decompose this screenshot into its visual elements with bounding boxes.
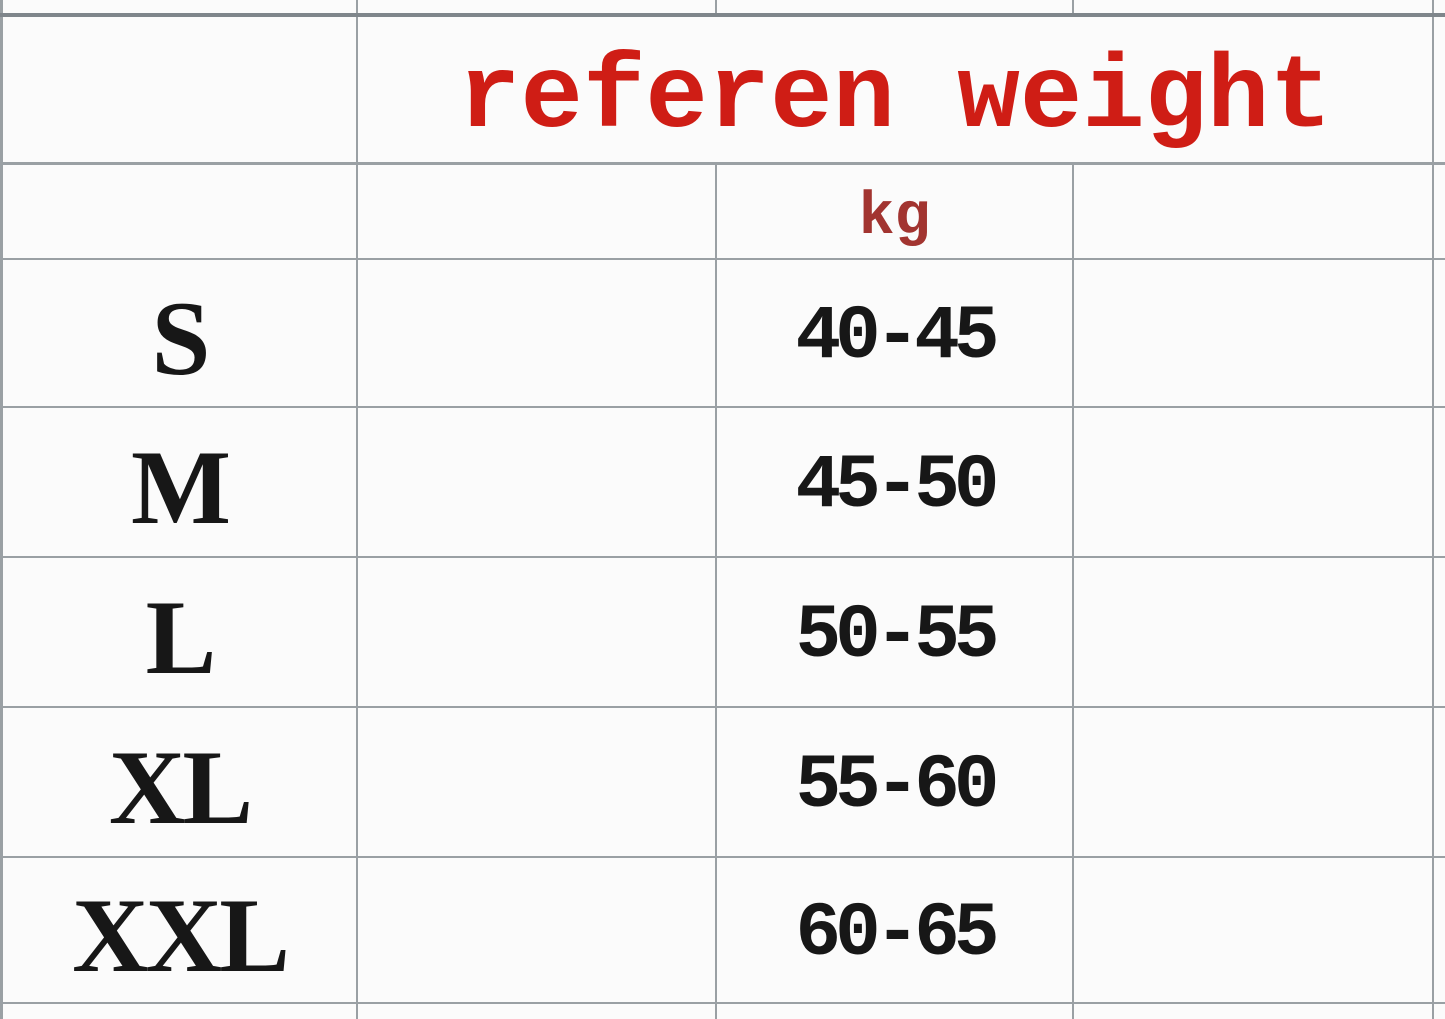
grid-line-horizontal-row-l	[0, 706, 1445, 708]
grid-line-horizontal-row-xl	[0, 856, 1445, 858]
grid-line-vertical-col1	[356, 0, 358, 1019]
grid-line-horizontal-row-m	[0, 556, 1445, 558]
grid-line-horizontal-row-s	[0, 406, 1445, 408]
grid-line-vertical-right	[1432, 0, 1434, 1019]
size-label-l: L	[145, 579, 217, 696]
grid-line-vertical-left-edge	[0, 0, 3, 1019]
unit-label: kg	[858, 184, 931, 252]
grid-line-vertical-col2-top	[715, 0, 717, 17]
grid-line-vertical-col3-top	[1072, 0, 1074, 17]
size-label-s: S	[151, 280, 211, 397]
weight-value-l: 50-55	[795, 593, 999, 679]
grid-line-horizontal-below-unit	[0, 258, 1445, 260]
size-label-xl: XL	[108, 729, 253, 846]
grid-line-horizontal-bottom	[0, 1002, 1445, 1004]
size-label-xxl: XXL	[72, 877, 290, 994]
grid-line-vertical-col2	[715, 162, 717, 1019]
weight-value-xxl: 60-65	[795, 891, 999, 977]
grid-line-horizontal-top	[0, 13, 1445, 17]
table-title: referen weight	[458, 39, 1332, 158]
size-label-m: M	[130, 429, 231, 546]
grid-line-horizontal-below-title	[0, 162, 1445, 165]
weight-value-s: 40-45	[795, 294, 999, 380]
weight-value-m: 45-50	[795, 443, 999, 529]
grid-line-vertical-col3	[1072, 162, 1074, 1019]
weight-value-xl: 55-60	[795, 743, 999, 829]
